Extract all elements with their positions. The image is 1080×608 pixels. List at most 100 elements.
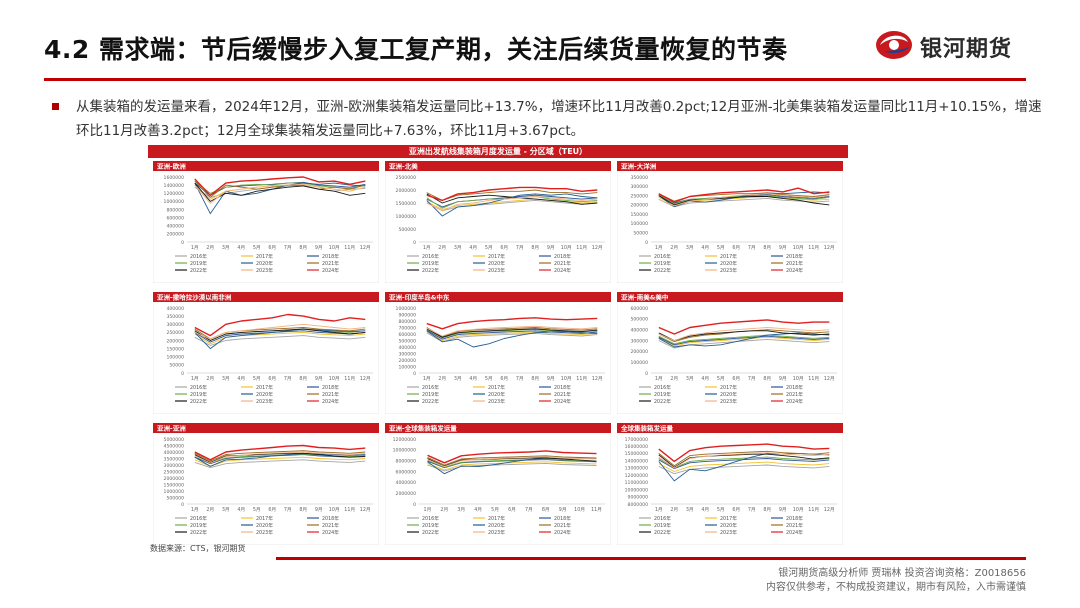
x-tick-label: 10月 [793,507,804,513]
legend-label: 2019年 [422,391,439,398]
y-tick-label: 0 [181,240,184,246]
chart-title-bar [153,423,379,433]
series-line-2020年 [658,332,830,348]
legend-label: 2023年 [488,267,505,274]
y-tick-label: 100000 [630,360,648,366]
legend-label: 2019年 [654,522,671,529]
legend-label: 2022年 [422,267,439,274]
legend-label: 2024年 [554,267,571,274]
series-line-2017年 [658,336,830,347]
y-tick-label: 600000 [630,306,648,312]
legend-label: 2022年 [654,398,671,405]
x-tick-label: 6月 [500,376,508,382]
x-tick-label: 11月 [344,245,355,251]
x-tick-label: 4月 [469,376,477,382]
y-tick-label: 400000 [398,345,416,351]
x-tick-label: 6月 [732,376,740,382]
y-tick-label: 10000000 [625,487,648,493]
x-tick-label: 5月 [253,376,261,382]
legend-label: 2024年 [554,398,571,405]
y-tick-label: 17000000 [625,437,648,443]
chart-title: 全球集装箱发运量 [620,424,674,433]
x-tick-label: 12月 [360,376,371,382]
y-tick-label: 250000 [166,330,184,336]
legend-label: 2023年 [488,529,505,536]
series-line-2024年 [658,187,830,203]
legend-label: 2018年 [322,515,339,522]
legend-label: 2020年 [256,522,273,529]
legend-label: 2018年 [786,253,803,260]
series-line-2018年 [658,335,830,346]
series-line-2023年 [194,183,366,204]
chart-3: 亚洲-大洋洲 350000 300000 250000 200000 150000 1000… [616,160,844,284]
x-tick-label: 7月 [748,507,756,513]
series-line-2021年 [427,455,597,466]
series-line-2019年 [658,334,830,345]
series-line-2022年 [194,328,366,341]
y-tick-label: 6000000 [396,469,417,475]
y-tick-label: 14000000 [625,458,648,464]
y-tick-label: 50000 [633,231,648,237]
series-line-2021年 [194,450,366,462]
y-tick-label: 500000 [398,227,416,233]
x-tick-label: 5月 [253,245,261,251]
x-tick-label: 2月 [670,245,678,251]
y-tick-label: 800000 [398,319,416,325]
page-title: 4.2 需求端：节后缓慢步入复工复产期，关注后续货量恢复的节奏 [44,35,788,64]
y-tick-label: 8000000 [396,458,417,464]
chart-frame [152,291,380,415]
x-tick-label: 1月 [191,376,199,382]
legend-label: 2024年 [322,529,339,536]
x-tick-label: 11月 [576,376,587,382]
legend-label: 2017年 [256,384,273,391]
y-tick-label: 300000 [630,338,648,344]
x-tick-label: 10月 [329,507,340,513]
legend-label: 2017年 [256,253,273,260]
y-tick-label: 300000 [166,322,184,328]
footer-analyst: 银河期货高级分析师 贾瑞林 投资咨询资格：Z0018656 [778,568,1026,579]
chart-title-bar [385,292,611,302]
y-tick-label: 150000 [630,212,648,218]
x-tick-label: 9月 [779,376,787,382]
x-tick-label: 9月 [779,245,787,251]
x-tick-label: 5月 [485,376,493,382]
x-tick-label: 4月 [701,507,709,513]
legend-label: 2020年 [720,391,737,398]
x-tick-label: 2月 [206,507,214,513]
x-tick-label: 10月 [561,376,572,382]
x-tick-label: 1月 [191,245,199,251]
legend-label: 2024年 [786,529,803,536]
series-line-2023年 [194,451,366,464]
x-tick-label: 6月 [268,376,276,382]
x-tick-label: 9月 [547,376,555,382]
y-tick-label: 300000 [630,184,648,190]
y-tick-label: 13000000 [625,466,648,472]
legend-label: 2020年 [488,391,505,398]
x-tick-label: 5月 [717,376,725,382]
legend-label: 2021年 [786,391,803,398]
chart-7: 亚洲-亚洲 5000000 4500000 4000000 3500000 3000000… [152,422,380,546]
data-source: 数据来源：CTS，银河期货 [150,544,246,553]
y-tick-label: 8000000 [628,502,649,508]
x-tick-label: 1月 [655,507,663,513]
legend-label: 2019年 [654,260,671,267]
x-tick-label: 7月 [748,245,756,251]
series-line-2022年 [194,452,366,463]
series-line-2017年 [426,331,598,341]
chart-4: 亚洲-撒哈拉沙漠以南非洲 400000 350000 300000 250000 2000… [152,291,380,415]
x-tick-label: 11月 [576,245,587,251]
series-line-2017年 [658,461,830,472]
y-tick-label: 200000 [630,203,648,209]
y-tick-label: 1600000 [164,175,185,181]
x-tick-label: 8月 [531,376,539,382]
legend-label: 2020年 [720,522,737,529]
chart-title: 亚洲-全球集装箱发运量 [389,424,457,433]
x-tick-label: 2月 [670,507,678,513]
y-tick-label: 0 [181,371,184,377]
chart-title-bar [385,423,611,433]
summary-text: 从集装箱的发运量来看，2024年12月，亚洲-欧洲集装箱发运量同比+13.7%，… [76,99,1042,139]
x-tick-label: 6月 [268,507,276,513]
y-tick-label: 10000000 [393,448,416,454]
legend-label: 2019年 [422,522,439,529]
legend-label: 2019年 [422,260,439,267]
